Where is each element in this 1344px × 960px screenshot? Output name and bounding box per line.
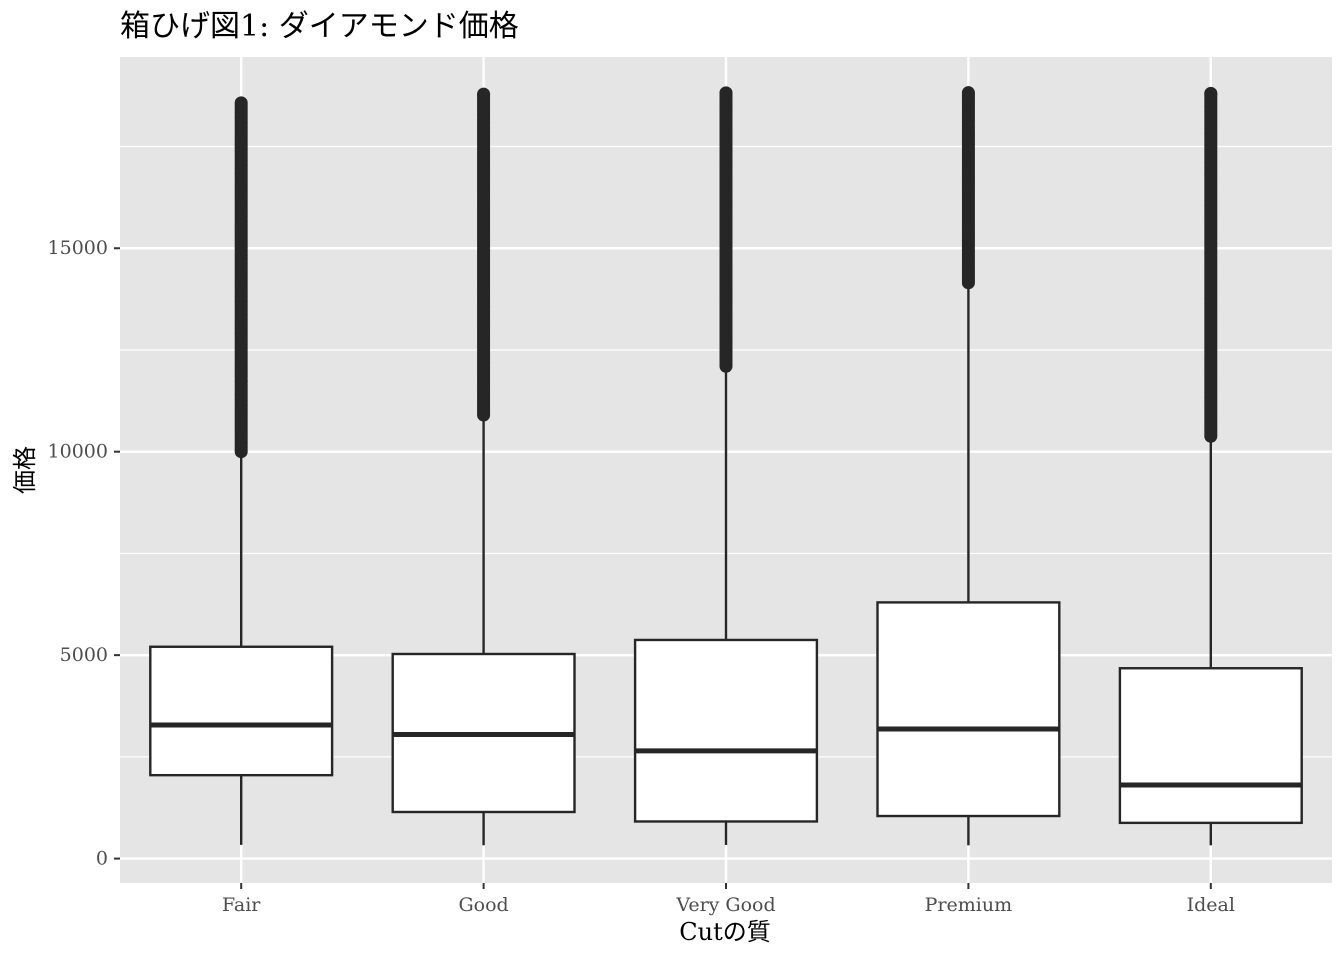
y-tick-label: 15000 xyxy=(48,237,108,259)
box-very-good xyxy=(633,86,819,845)
outlier-point xyxy=(234,96,248,110)
x-tick-label: Premium xyxy=(925,894,1012,916)
x-axis: Fair Good Very Good Premium Ideal xyxy=(222,883,1235,916)
box-premium xyxy=(876,86,1061,846)
x-tick-label: Very Good xyxy=(675,894,775,916)
y-tick-label: 5000 xyxy=(60,644,108,666)
y-axis-title: 価格 xyxy=(11,446,39,494)
x-tick-label: Ideal xyxy=(1187,894,1235,916)
box-iqr xyxy=(876,601,1061,818)
outlier-point xyxy=(477,87,491,101)
box-iqr xyxy=(633,638,819,823)
x-tick-label: Good xyxy=(458,894,508,916)
outlier-point xyxy=(719,86,733,100)
box-series xyxy=(149,86,1303,846)
box-fair xyxy=(149,96,334,845)
box-ideal xyxy=(1118,86,1303,846)
outlier-point xyxy=(961,86,975,100)
box-iqr xyxy=(149,645,334,777)
x-tick-label: Fair xyxy=(222,894,261,916)
y-tick-label: 10000 xyxy=(48,441,108,463)
outlier-point xyxy=(1204,86,1218,100)
box-good xyxy=(391,87,576,846)
y-axis: 0 5000 10000 15000 xyxy=(48,237,120,870)
y-tick-label: 0 xyxy=(96,848,108,870)
chart-title: 箱ひげ図1: ダイアモンド価格 xyxy=(120,9,519,44)
x-axis-title: Cutの質 xyxy=(679,918,770,946)
box-iqr xyxy=(1118,667,1303,825)
